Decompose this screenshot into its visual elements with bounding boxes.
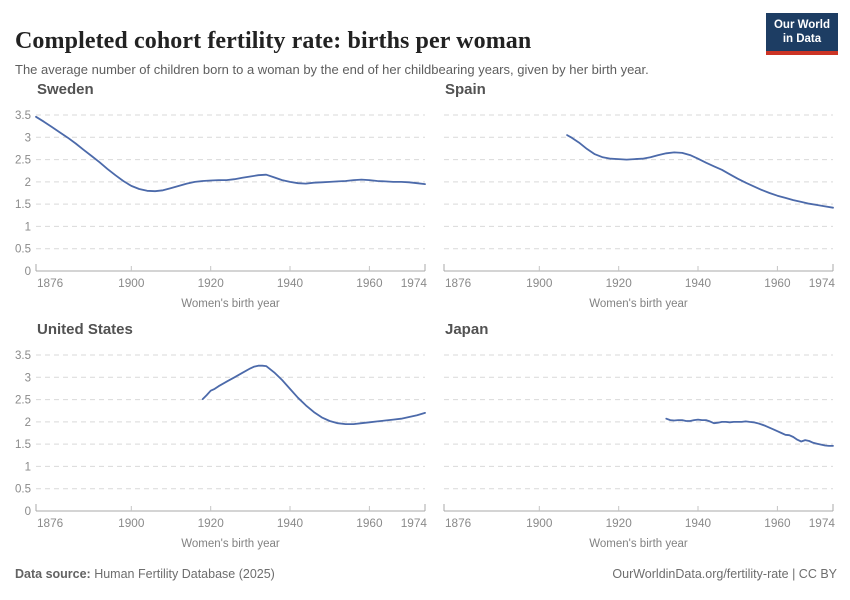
y-tick-label: 0.5 (15, 244, 31, 256)
panel-japan: Japan 1876 1900 1920 1940 1960 1974 Women's bi… (408, 318, 850, 558)
x-tick-label: 1920 (606, 276, 633, 290)
y-tick-label: 2 (25, 177, 31, 189)
panel-title-japan: Japan (445, 321, 489, 338)
footer: Data source: Human Fertility Database (2… (15, 567, 837, 581)
owid-logo-line1: Our World (773, 19, 830, 31)
x-tick-label: 1960 (356, 276, 383, 290)
chart-sweden: 0 0.5 1 1.5 2 2.5 3 3.5 1876 1900 1920 1940 1960 1974… (15, 110, 428, 310)
x-tick-label: 1974 (401, 276, 428, 290)
y-tick-label: 1.5 (15, 439, 31, 451)
x-tick-label: 1876 (445, 516, 472, 530)
x-tick-label: 1974 (809, 276, 836, 290)
y-tick-label: 2.5 (15, 155, 31, 167)
x-tick-label: 1940 (685, 276, 712, 290)
page-title: Completed cohort fertility rate: births … (15, 28, 532, 55)
chart-japan: 1876 1900 1920 1940 1960 1974 Women's birth ye… (443, 354, 836, 550)
chart-spain: 1876 1900 1920 1940 1960 1974 Women's birth ye… (443, 114, 836, 310)
y-tick-label: 1 (25, 221, 31, 233)
x-tick-label: 1940 (277, 516, 304, 530)
data-source-text: Human Fertility Database (2025) (90, 567, 275, 581)
x-axis-title: Women's birth year (181, 298, 280, 310)
x-axis-title: Women's birth year (181, 538, 280, 550)
page-subtitle: The average number of children born to a… (15, 62, 649, 77)
x-tick-label: 1900 (526, 516, 553, 530)
x-tick-label: 1960 (764, 276, 791, 290)
x-tick-label: 1960 (764, 516, 791, 530)
panel-sweden: Sweden 0 0.5 1 1.5 2 2.5 3 3.5 1876 1900 1920 1940 1… (0, 78, 442, 318)
data-line (35, 115, 426, 193)
panel-title-spain: Spain (445, 81, 486, 98)
x-tick-label: 1974 (809, 516, 836, 530)
panel-spain: Spain 1876 1900 1920 1940 1960 1974 Women's bi… (408, 78, 850, 318)
x-tick-label: 1940 (277, 276, 304, 290)
y-tick-label: 3.5 (15, 110, 31, 122)
credit-text: OurWorldinData.org/fertility-rate | CC B… (612, 567, 837, 581)
x-tick-label: 1920 (606, 516, 633, 530)
x-tick-label: 1920 (198, 516, 225, 530)
y-tick-label: 3 (25, 132, 31, 144)
y-tick-label: 3 (25, 372, 31, 384)
panel-title-sweden: Sweden (37, 81, 94, 98)
x-tick-label: 1876 (37, 516, 64, 530)
chart-united-states: 0 0.5 1 1.5 2 2.5 3 3.5 1876 1900 1920 1940 1960 1974… (15, 350, 428, 550)
y-tick-label: 1 (25, 461, 31, 473)
data-line (201, 364, 426, 425)
data-source-label: Data source: (15, 567, 91, 581)
data-line (566, 134, 834, 209)
panel-united-states: United States 0 0.5 1 1.5 2 2.5 3 3.5 1876 1900 19… (0, 318, 442, 558)
y-tick-label: 2 (25, 417, 31, 429)
x-tick-label: 1900 (118, 516, 145, 530)
x-tick-label: 1900 (118, 276, 145, 290)
owid-logo: Our World in Data (765, 13, 838, 55)
y-tick-label: 2.5 (15, 395, 31, 407)
y-tick-label: 0 (25, 266, 31, 278)
y-tick-label: 3.5 (15, 350, 31, 362)
owid-logo-line2: in Data (782, 33, 822, 46)
y-tick-label: 0.5 (15, 484, 31, 496)
x-tick-label: 1876 (37, 276, 64, 290)
x-axis-title: Women's birth year (589, 298, 688, 310)
panel-title-united-states: United States (37, 321, 133, 338)
x-tick-label: 1974 (401, 516, 428, 530)
x-tick-label: 1940 (685, 516, 712, 530)
y-tick-label: 1.5 (15, 199, 31, 211)
x-axis-title: Women's birth year (589, 538, 688, 550)
data-source: Data source: Human Fertility Database (2… (15, 567, 275, 581)
x-tick-label: 1920 (198, 276, 225, 290)
y-tick-label: 0 (25, 506, 31, 518)
data-line (665, 417, 834, 447)
x-tick-label: 1876 (445, 276, 472, 290)
x-tick-label: 1900 (526, 276, 553, 290)
x-tick-label: 1960 (356, 516, 383, 530)
